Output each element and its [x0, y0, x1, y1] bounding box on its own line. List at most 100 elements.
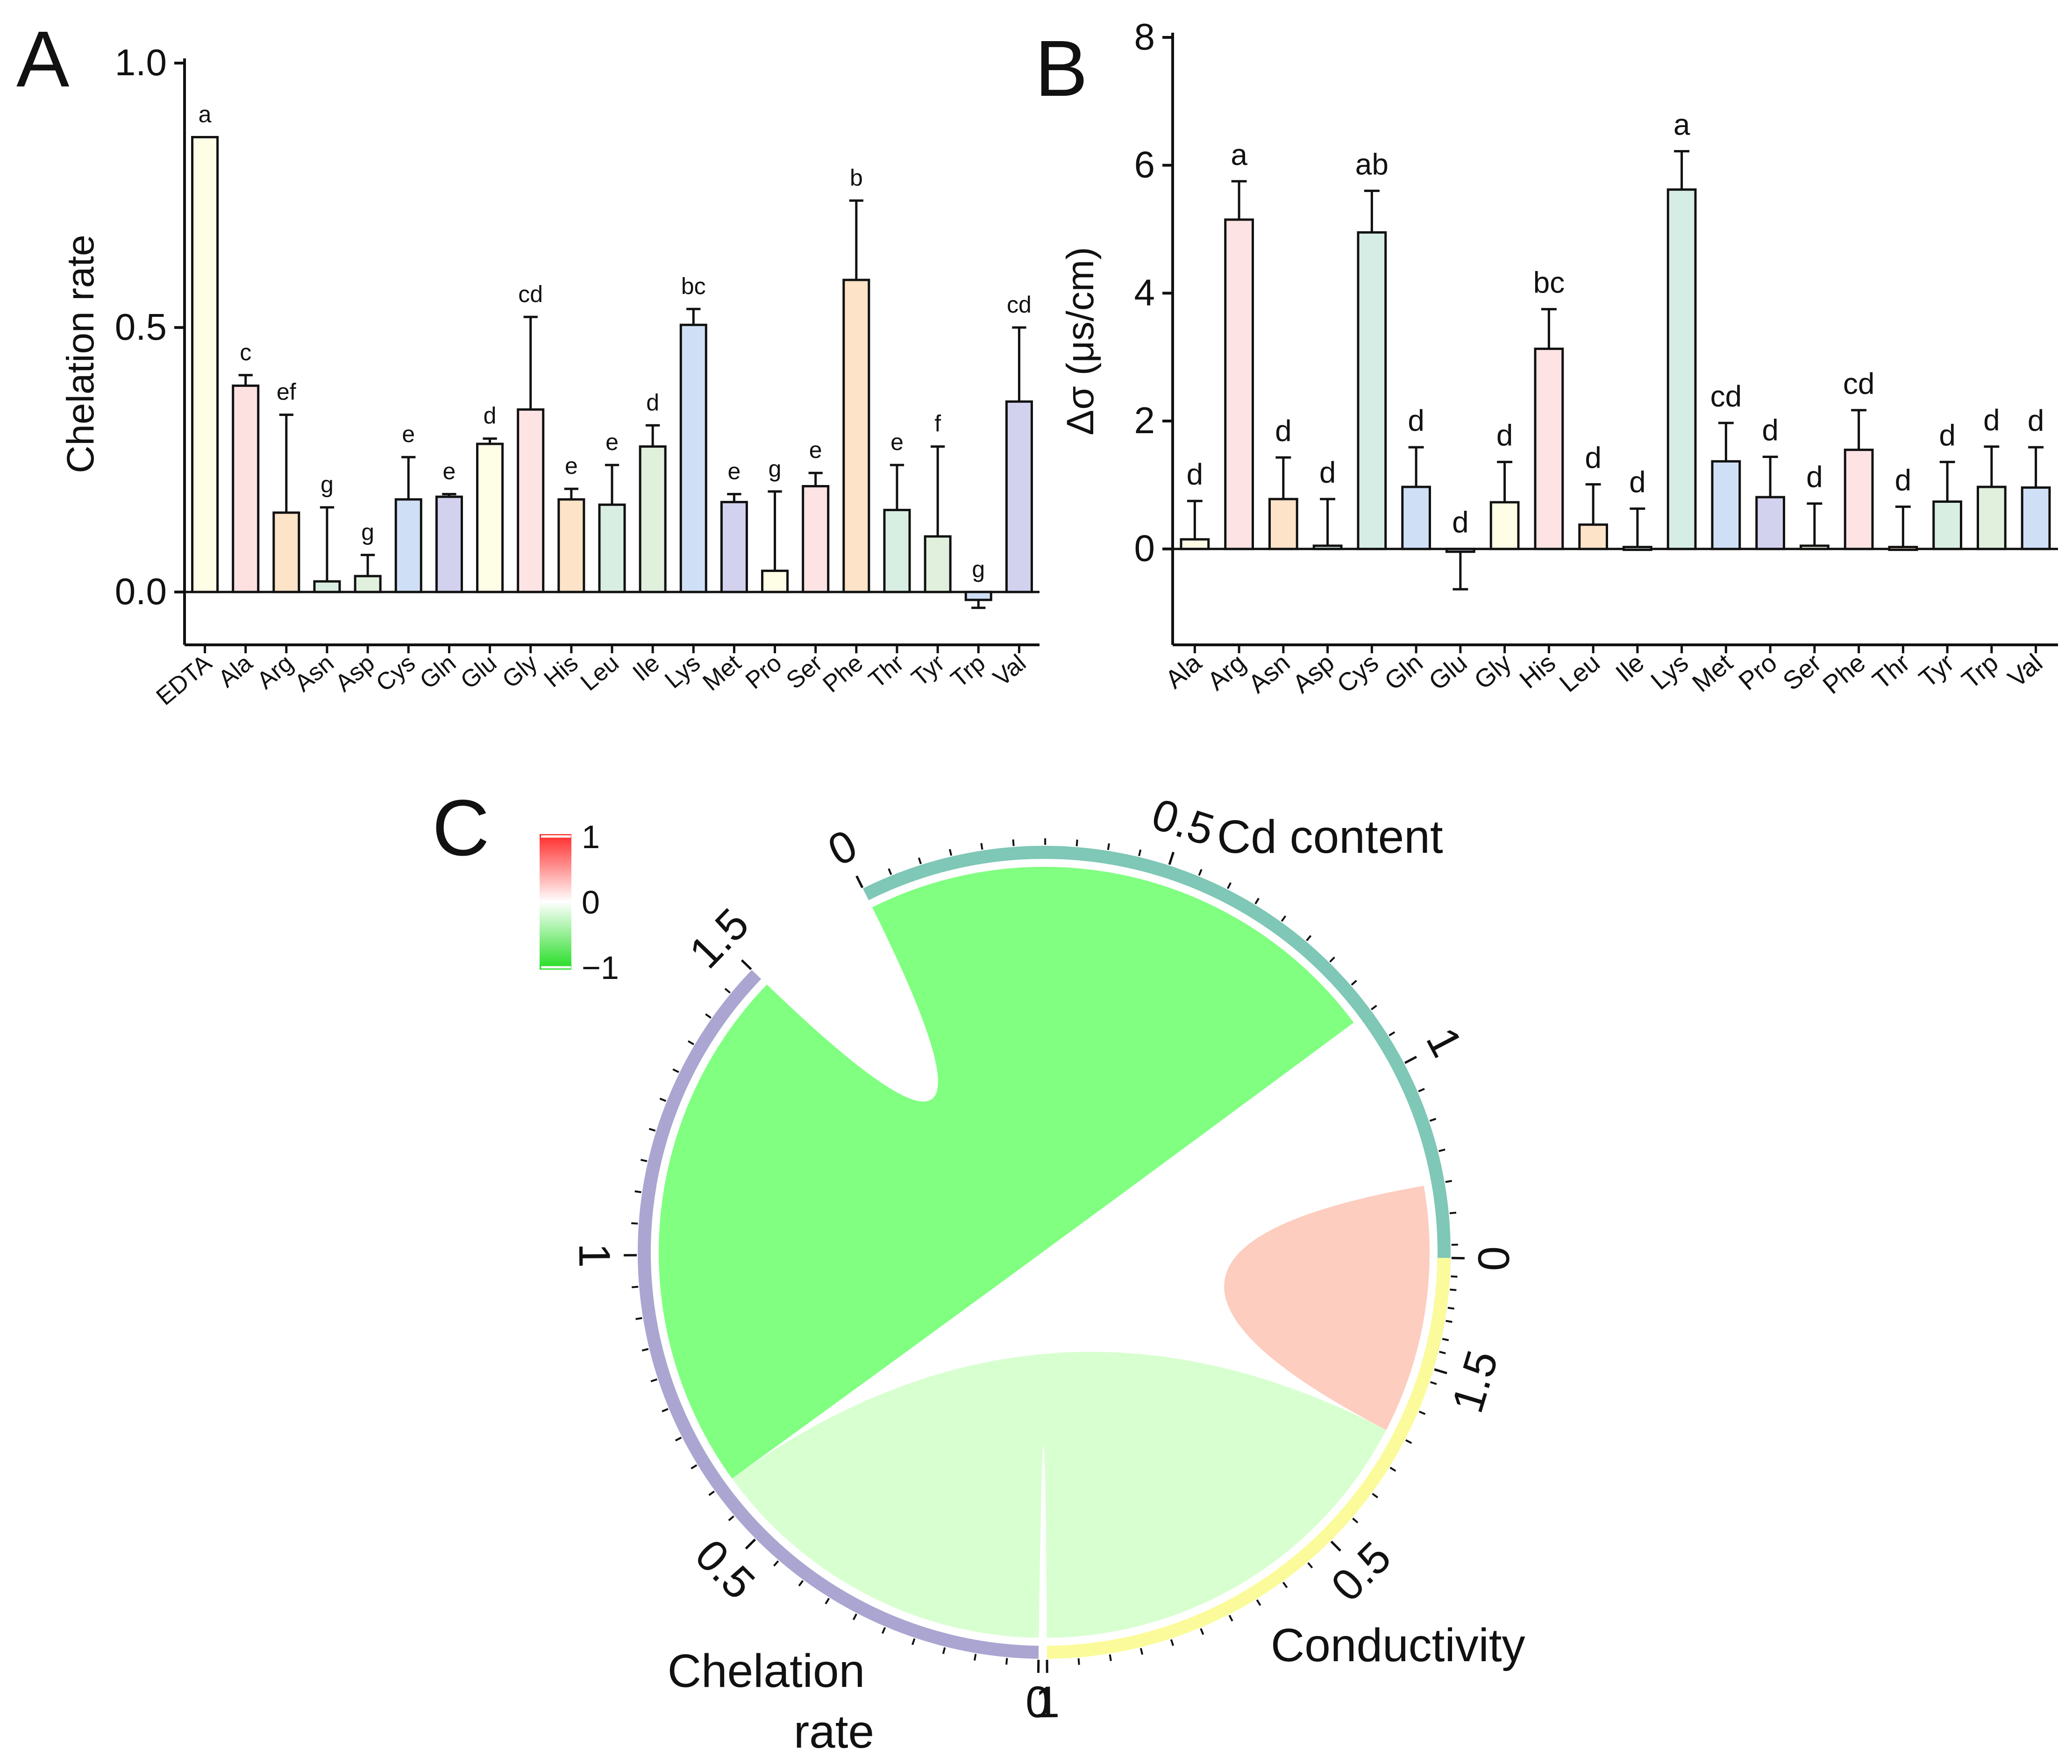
significance-letter: d: [1275, 414, 1292, 448]
significance-letter: d: [1895, 463, 1912, 497]
significance-letter: d: [1408, 404, 1424, 437]
bar: [1534, 347, 1564, 550]
minor-tick: [888, 868, 892, 875]
y-tick-label: 6: [1134, 144, 1155, 186]
minor-tick: [825, 1598, 830, 1605]
bar: [1312, 544, 1343, 550]
bar: [598, 503, 626, 593]
significance-letter: a: [199, 101, 212, 127]
bar: [1578, 523, 1608, 550]
minor-tick: [1439, 1350, 1446, 1355]
bar: [883, 508, 911, 593]
bar: [2021, 486, 2051, 550]
minor-tick: [1438, 1149, 1445, 1152]
minor-tick: [724, 988, 731, 994]
minor-tick: [942, 1647, 946, 1654]
sector-tick-label: 0: [1025, 1678, 1050, 1728]
bar: [1844, 449, 1874, 550]
x-tick-label: Gly: [497, 650, 542, 694]
significance-letter: c: [240, 339, 251, 365]
significance-letter: e: [890, 429, 904, 455]
significance-letter: e: [565, 453, 578, 479]
significance-letter: d: [646, 389, 659, 415]
chord-conductivity-chelation-rate: [732, 1351, 1387, 1638]
bar: [1623, 546, 1652, 551]
significance-letter: bc: [1533, 266, 1565, 300]
chord-cd-content-conductivity: [1224, 1186, 1430, 1430]
bar: [1357, 231, 1387, 550]
minor-tick: [650, 1378, 658, 1383]
significance-letter: bc: [681, 273, 706, 299]
x-tick-label: Asp: [330, 650, 380, 697]
bar: [1977, 486, 2007, 550]
minor-tick: [1109, 1654, 1112, 1661]
significance-letter: g: [769, 456, 782, 482]
minor-tick: [672, 1068, 679, 1073]
bar: [517, 408, 545, 593]
minor-tick: [1430, 1381, 1437, 1385]
chord-cd-content-chelation-rate: [659, 867, 1354, 1478]
minor-tick: [1254, 898, 1260, 905]
minor-tick: [949, 849, 953, 856]
x-tick-label: Thr: [864, 650, 909, 694]
significance-letter: a: [1231, 138, 1247, 171]
significance-letter: d: [1762, 414, 1779, 447]
significance-letter: cd: [518, 281, 543, 307]
major-tick: [741, 959, 752, 971]
significance-letter: d: [1187, 457, 1203, 491]
minor-tick: [1451, 1275, 1458, 1278]
significance-letter: d: [1496, 419, 1513, 452]
x-tick-label: Gln: [1379, 648, 1428, 696]
major-tick: [1168, 851, 1175, 865]
significance-letter: cd: [1843, 367, 1875, 400]
y-tick-label: 1.0: [115, 42, 167, 83]
bar: [394, 498, 422, 593]
panel-label-c: C: [432, 784, 490, 872]
chart-b: 0 2 4 6 8 Δσ (μs/cm) d Ala a Arg d Asn d Asp ab Cys d Gln…: [1059, 16, 2058, 700]
minor-tick: [1139, 1648, 1144, 1655]
minor-tick: [1371, 1005, 1377, 1010]
bar: [1800, 544, 1830, 550]
major-tick: [1404, 1056, 1417, 1064]
minor-tick: [640, 1158, 648, 1162]
significance-letter: d: [2028, 404, 2044, 437]
bar: [1224, 218, 1254, 550]
x-tick-label: Trp: [946, 650, 990, 693]
bar: [1755, 496, 1785, 550]
bar: [1401, 486, 1431, 550]
bar: [1888, 546, 1918, 551]
x-tick-label: Cys: [371, 650, 420, 697]
bar: [232, 384, 260, 593]
x-tick-label: Glu: [456, 650, 502, 694]
x-tick-label: Thr: [1867, 648, 1915, 695]
significance-letter: d: [1983, 403, 2000, 437]
minor-tick: [1005, 1658, 1008, 1665]
sector-tick-label: 1.5: [1443, 1345, 1508, 1418]
bar: [1932, 500, 1962, 550]
sector-name-conductivity: Conductivity: [1271, 1619, 1525, 1671]
minor-tick: [1282, 1582, 1288, 1588]
x-tick-label: Asp: [1287, 648, 1339, 699]
x-tick-label: Phe: [1817, 648, 1871, 700]
bar: [1268, 498, 1298, 550]
panel-label-b: B: [1035, 24, 1088, 113]
x-tick-label: Tyr: [1913, 648, 1959, 693]
significance-letter: d: [1452, 506, 1469, 539]
x-tick-label: His: [539, 650, 584, 693]
minor-tick: [1418, 1410, 1426, 1415]
y-axis-label: Chelation rate: [59, 235, 102, 473]
bar: [924, 535, 952, 593]
significance-letter: d: [1629, 465, 1646, 499]
sector-tick-label: 1: [1035, 1678, 1060, 1727]
sector-name-chelation-rate-line2: rate: [794, 1706, 874, 1758]
minor-tick: [1352, 1517, 1359, 1523]
bar: [761, 570, 789, 593]
legend-label: 1: [582, 819, 600, 855]
x-tick-label: Leu: [1554, 648, 1605, 698]
minor-tick: [1228, 1614, 1233, 1622]
significance-letter: f: [934, 411, 941, 437]
minor-tick: [641, 1348, 649, 1352]
minor-tick: [1429, 1118, 1437, 1122]
